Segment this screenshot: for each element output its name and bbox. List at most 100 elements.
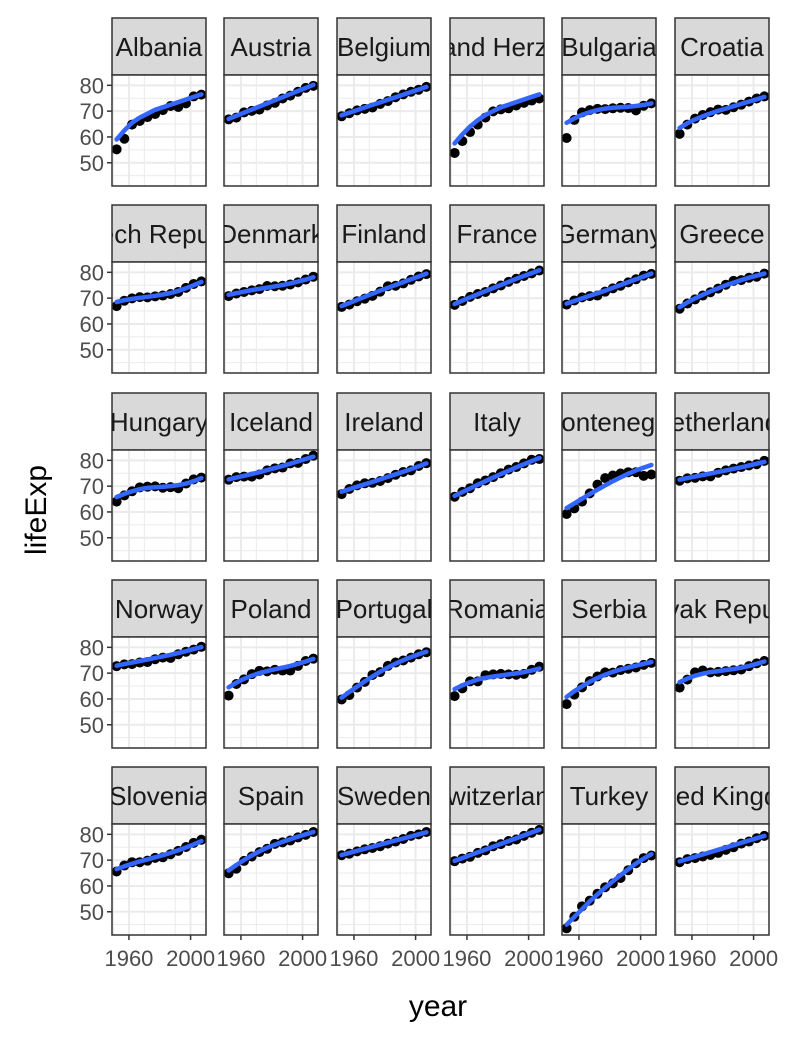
facet-panel: Germany	[556, 204, 663, 374]
panel-border	[449, 74, 545, 187]
x-tick-label: 2000	[166, 946, 215, 971]
panel-border	[561, 449, 657, 562]
facet-strip-label: Turkey	[570, 781, 649, 811]
data-point	[111, 496, 122, 507]
y-tick-label: 50	[80, 338, 104, 363]
panel-background	[675, 637, 769, 748]
panel-background	[450, 262, 544, 373]
panel-border	[449, 261, 545, 374]
panel-border	[336, 823, 432, 936]
y-tick-label: 80	[80, 260, 104, 285]
x-tick-label: 1960	[104, 946, 153, 971]
facet-panel: Greece	[674, 204, 770, 374]
smooth-line	[452, 455, 542, 499]
facet-panel: Denmark	[223, 204, 319, 374]
smooth-line	[339, 271, 429, 309]
facet-strip-label: Slovenia	[109, 781, 209, 811]
panel-border	[111, 261, 207, 374]
facet-strip	[674, 17, 770, 76]
data-point	[646, 469, 657, 480]
facet-strip	[449, 579, 545, 638]
smooth-line	[452, 268, 542, 307]
facet-strip-label: Austria	[231, 32, 312, 62]
x-axis-ticks: 1960 2000 1960 2000 1960 2000 1960 2000 1960 2000…	[104, 935, 778, 971]
smooth-line	[339, 461, 429, 495]
y-tick-label: 80	[80, 73, 104, 98]
x-tick-label: 1960	[554, 946, 603, 971]
panel-background	[562, 75, 656, 186]
panel-border	[223, 449, 319, 562]
facet-strip	[449, 204, 545, 263]
facet-strip	[111, 17, 207, 76]
smooth-line	[114, 279, 204, 305]
facet-panel: Ireland	[336, 392, 432, 562]
facet-strip-label: Sweden	[337, 781, 431, 811]
data-point	[111, 144, 122, 155]
panel-border	[561, 636, 657, 749]
panel-background	[224, 824, 318, 935]
panel-border	[449, 636, 545, 749]
facet-panel: France	[449, 204, 545, 374]
smooth-line	[339, 830, 429, 858]
y-tick-label: 50	[80, 900, 104, 925]
data-point	[561, 923, 572, 934]
x-tick-label: 2000	[729, 946, 778, 971]
x-tick-label: 2000	[391, 946, 440, 971]
panel-background	[450, 824, 544, 935]
facet-panel: Slovak Republic	[674, 579, 770, 749]
data-point	[561, 132, 572, 143]
facet-strip-label: Serbia	[571, 594, 647, 624]
panel-border	[674, 823, 770, 936]
data-point	[674, 128, 685, 139]
x-tick-label: 2000	[504, 946, 553, 971]
smooth-line	[564, 462, 654, 511]
facet-strip	[674, 766, 770, 825]
smooth-line	[677, 271, 767, 310]
data-point	[561, 509, 572, 520]
facet-panel: Sweden	[336, 766, 432, 936]
facet-panel: Italy	[449, 392, 545, 562]
x-tick-label: 1960	[667, 946, 716, 971]
smooth-line	[114, 92, 204, 142]
panel-border	[336, 449, 432, 562]
facet-strip	[223, 17, 319, 76]
y-tick-label: 70	[80, 661, 104, 686]
facet-panel: Spain	[223, 766, 319, 936]
panel-border	[111, 636, 207, 749]
facet-strip-label: Hungary	[110, 407, 208, 437]
panel-border	[111, 823, 207, 936]
facet-strip-label: Bulgaria	[561, 32, 657, 62]
x-tick-label: 2000	[616, 946, 665, 971]
facet-panel: Finland	[336, 204, 432, 374]
panel-background	[112, 450, 206, 561]
facet-strip	[561, 17, 657, 76]
smooth-line	[226, 82, 316, 122]
facet-panel: Portugal	[336, 579, 432, 749]
facet-strip	[223, 204, 319, 263]
smooth-line	[452, 827, 542, 864]
data-point	[600, 473, 611, 484]
smooth-line	[677, 459, 767, 482]
facet-strip-label: France	[457, 219, 538, 249]
facet-panel: Austria	[223, 17, 319, 187]
x-tick-label: 2000	[278, 946, 327, 971]
smooth-line	[226, 454, 316, 482]
facet-strip-label: Germany	[556, 219, 663, 249]
y-tick-label: 60	[80, 687, 104, 712]
y-axis-title: lifeExp	[20, 465, 53, 555]
panel-border	[336, 261, 432, 374]
data-point	[223, 690, 234, 701]
y-tick-label: 70	[80, 474, 104, 499]
smooth-line	[677, 833, 767, 864]
smooth-line	[564, 851, 654, 927]
smooth-line	[677, 94, 767, 131]
facet-panel: Croatia	[674, 17, 770, 187]
data-point	[674, 682, 685, 693]
facet-strip-label: Belgium	[337, 32, 431, 62]
facet-strip	[111, 579, 207, 638]
